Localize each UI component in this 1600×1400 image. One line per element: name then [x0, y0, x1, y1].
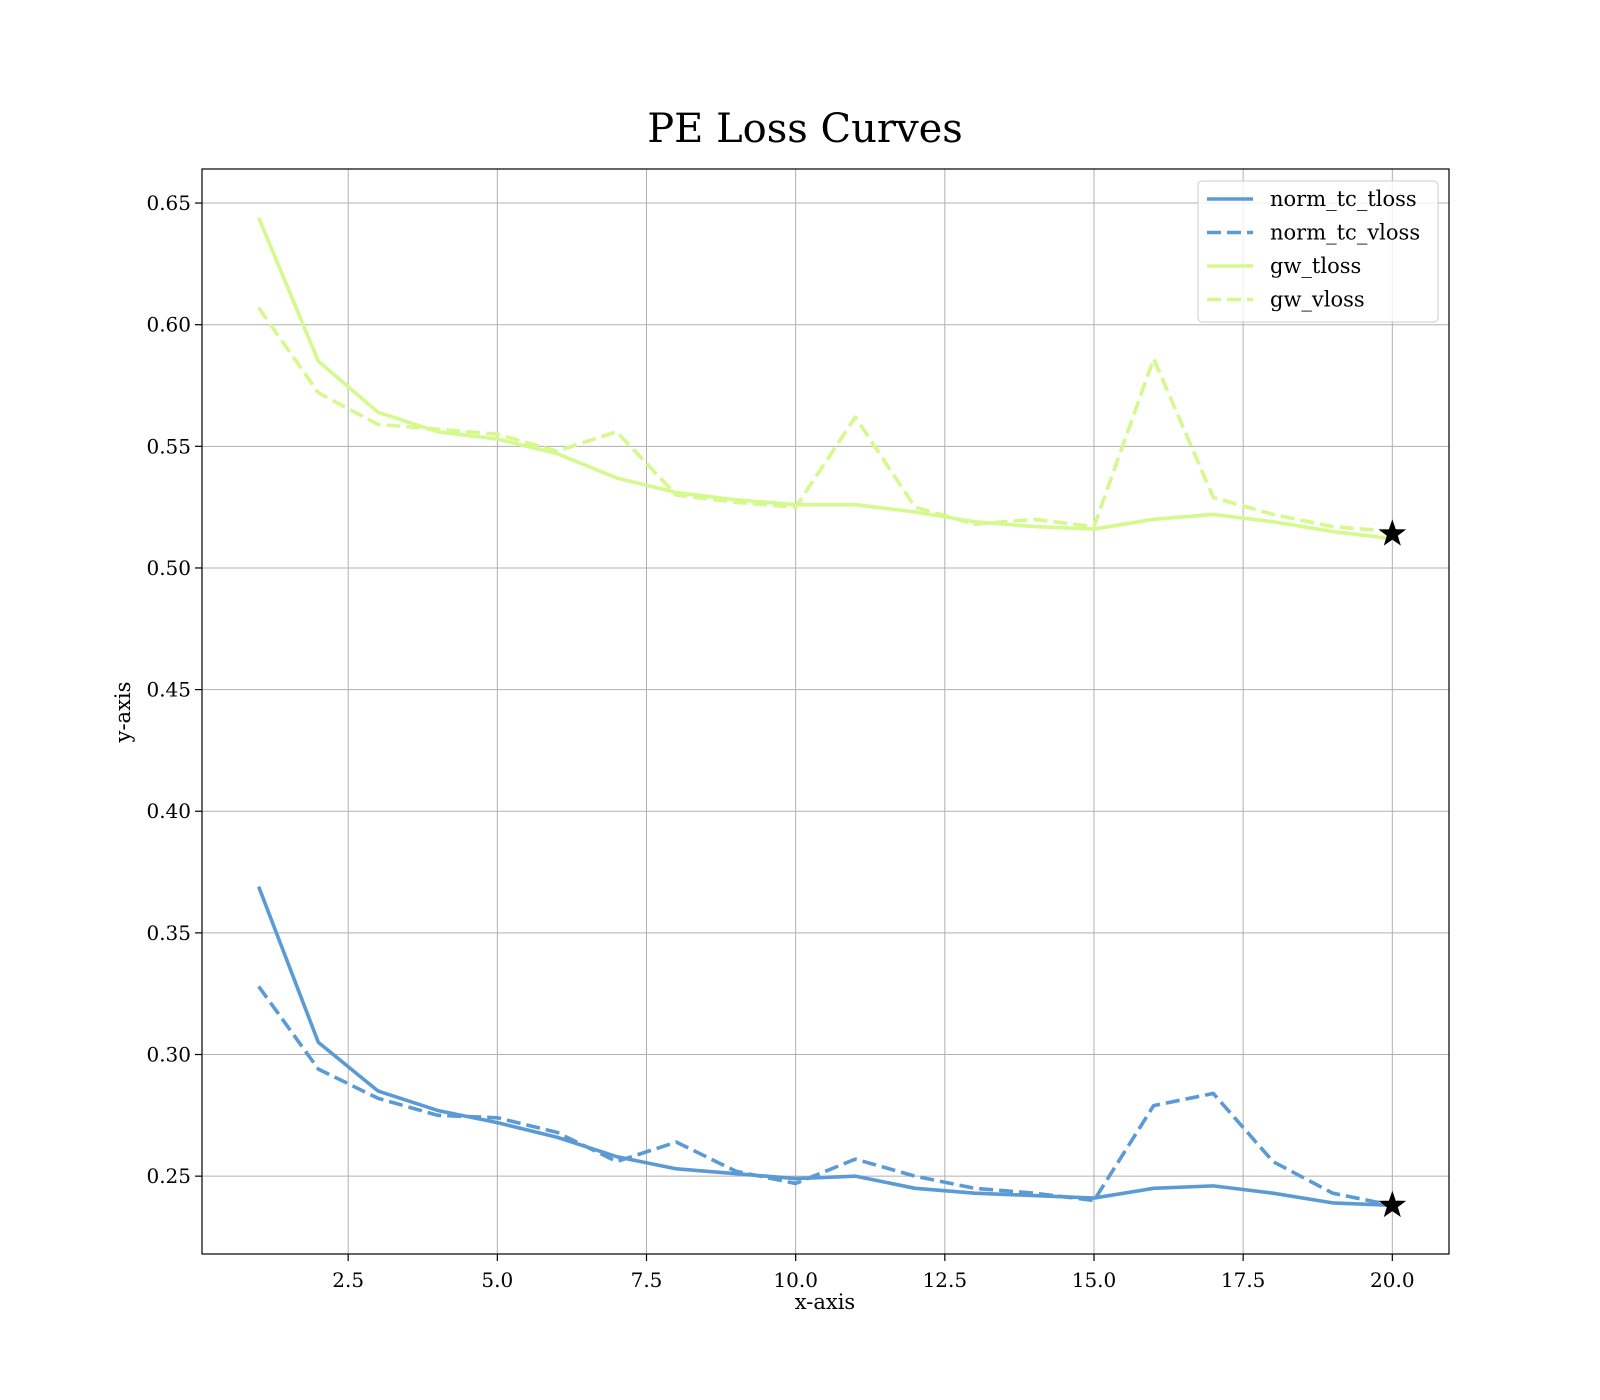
- x-tick-label: 17.5: [1221, 1268, 1266, 1292]
- legend-label: gw_tloss: [1270, 254, 1361, 278]
- y-tick-label: 0.35: [146, 921, 191, 945]
- y-axis-label: y-axis: [111, 682, 135, 744]
- x-tick-label: 15.0: [1072, 1268, 1117, 1292]
- x-tick-label: 10.0: [773, 1268, 818, 1292]
- x-tick-label: 20.0: [1370, 1268, 1415, 1292]
- y-tick-label: 0.60: [146, 313, 191, 337]
- chart-title: PE Loss Curves: [647, 106, 963, 152]
- y-tick-label: 0.50: [146, 556, 191, 580]
- x-axis-label: x-axis: [795, 1290, 855, 1314]
- markers: [1378, 519, 1407, 1218]
- grid: [202, 169, 1449, 1254]
- legend: norm_tc_tloss norm_tc_vloss gw_tloss gw_vlo…: [1197, 180, 1439, 323]
- series-line-norm-tc-tloss: [256, 886, 1393, 1208]
- legend-label: norm_tc_tloss: [1270, 187, 1417, 211]
- series-lines: [256, 216, 1393, 1208]
- plot-frame: [201, 168, 1450, 1255]
- x-tick-label: 2.5: [332, 1268, 364, 1292]
- y-tick-label: 0.65: [146, 191, 191, 215]
- x-tick-label: 7.5: [631, 1268, 663, 1292]
- star-marker-icon: [1378, 1190, 1407, 1218]
- legend-box: [1197, 180, 1439, 323]
- y-tick-label: 0.40: [146, 799, 191, 823]
- y-tick-label: 0.45: [146, 678, 191, 702]
- axis-ticks: 2.5 5.0 7.5 10.0 12.5 15.0 17.5 20.0 0.25 0.30 0.3…: [146, 191, 1414, 1292]
- x-tick-label: 12.5: [923, 1268, 968, 1292]
- star-marker-icon: [1378, 519, 1407, 546]
- x-tick-label: 5.0: [481, 1268, 513, 1292]
- y-tick-label: 0.25: [146, 1164, 191, 1188]
- legend-label: norm_tc_vloss: [1270, 221, 1420, 245]
- series-line-norm-tc-vloss: [257, 985, 1393, 1208]
- y-tick-label: 0.30: [146, 1043, 191, 1067]
- series-line-gw-vloss: [257, 306, 1393, 534]
- series-line-gw-tloss: [257, 216, 1393, 541]
- y-tick-label: 0.55: [146, 434, 191, 458]
- legend-label: gw_vloss: [1270, 288, 1365, 312]
